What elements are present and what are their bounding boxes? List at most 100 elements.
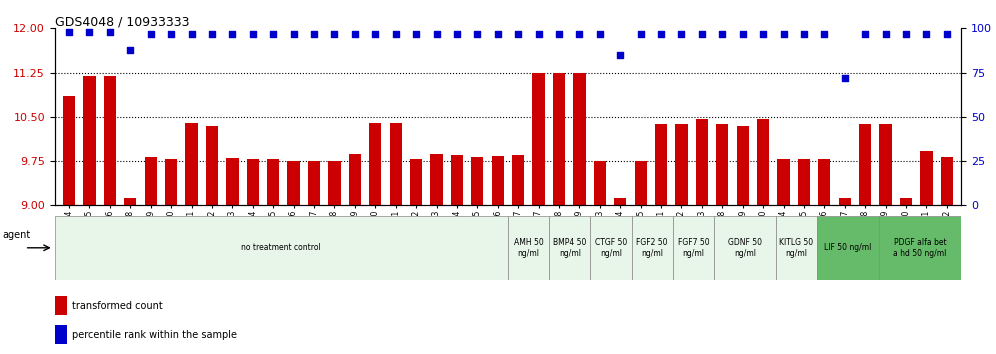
- Point: [428, 31, 444, 36]
- Bar: [798, 159, 810, 205]
- Point: [776, 31, 792, 36]
- Point: [939, 31, 955, 36]
- Bar: [594, 161, 606, 205]
- Point: [858, 31, 873, 36]
- Bar: [430, 154, 442, 205]
- Bar: [860, 124, 872, 205]
- Text: GDS4048 / 10933333: GDS4048 / 10933333: [55, 15, 189, 28]
- Bar: [574, 73, 586, 205]
- Point: [469, 31, 485, 36]
- Text: AMH 50
ng/ml: AMH 50 ng/ml: [514, 238, 544, 257]
- Point: [490, 31, 506, 36]
- Point: [449, 31, 465, 36]
- Bar: [471, 157, 483, 205]
- Point: [694, 31, 710, 36]
- Point: [898, 31, 914, 36]
- Point: [123, 47, 138, 52]
- Point: [837, 75, 853, 81]
- Point: [163, 31, 179, 36]
- Bar: [920, 151, 932, 205]
- FancyBboxPatch shape: [591, 216, 631, 280]
- Point: [183, 31, 199, 36]
- Bar: [451, 155, 463, 205]
- Point: [347, 31, 363, 36]
- Text: LIF 50 ng/ml: LIF 50 ng/ml: [824, 243, 872, 252]
- Text: PDGF alfa bet
a hd 50 ng/ml: PDGF alfa bet a hd 50 ng/ml: [893, 238, 946, 257]
- Point: [918, 31, 934, 36]
- FancyBboxPatch shape: [878, 216, 961, 280]
- Point: [632, 31, 648, 36]
- Bar: [389, 123, 401, 205]
- FancyBboxPatch shape: [714, 216, 776, 280]
- Point: [327, 31, 343, 36]
- Bar: [819, 159, 831, 205]
- Bar: [757, 119, 769, 205]
- Bar: [941, 157, 953, 205]
- Point: [877, 31, 893, 36]
- Bar: [349, 154, 361, 205]
- Point: [653, 31, 669, 36]
- Point: [613, 52, 628, 58]
- FancyBboxPatch shape: [549, 216, 591, 280]
- Bar: [410, 159, 422, 205]
- Text: FGF7 50
ng/ml: FGF7 50 ng/ml: [677, 238, 709, 257]
- Point: [510, 31, 526, 36]
- Point: [368, 31, 383, 36]
- Bar: [716, 124, 728, 205]
- Point: [224, 31, 240, 36]
- Point: [142, 31, 158, 36]
- Bar: [655, 124, 667, 205]
- Point: [82, 29, 98, 35]
- Point: [408, 31, 424, 36]
- Bar: [247, 159, 259, 205]
- Point: [572, 31, 588, 36]
- Bar: [553, 73, 565, 205]
- Bar: [55, 325, 68, 344]
- Point: [245, 31, 261, 36]
- Bar: [370, 123, 381, 205]
- Bar: [226, 158, 238, 205]
- Bar: [144, 157, 156, 205]
- Bar: [696, 119, 708, 205]
- Bar: [533, 73, 545, 205]
- Bar: [900, 198, 912, 205]
- Bar: [185, 123, 197, 205]
- Point: [102, 29, 118, 35]
- Bar: [104, 75, 116, 205]
- Bar: [84, 75, 96, 205]
- Bar: [675, 124, 687, 205]
- FancyBboxPatch shape: [776, 216, 817, 280]
- Point: [592, 31, 608, 36]
- Text: agent: agent: [3, 230, 31, 240]
- FancyBboxPatch shape: [55, 216, 508, 280]
- Point: [796, 31, 812, 36]
- Point: [755, 31, 771, 36]
- Bar: [879, 124, 891, 205]
- Bar: [737, 126, 749, 205]
- Bar: [165, 159, 177, 205]
- Point: [735, 31, 751, 36]
- Point: [306, 31, 322, 36]
- Bar: [778, 159, 790, 205]
- Point: [387, 31, 403, 36]
- Point: [673, 31, 689, 36]
- Text: CTGF 50
ng/ml: CTGF 50 ng/ml: [595, 238, 627, 257]
- Bar: [308, 161, 320, 205]
- Point: [265, 31, 281, 36]
- Bar: [288, 161, 300, 205]
- Point: [551, 31, 567, 36]
- FancyBboxPatch shape: [817, 216, 878, 280]
- FancyBboxPatch shape: [672, 216, 714, 280]
- Bar: [63, 96, 75, 205]
- Bar: [55, 296, 68, 315]
- Bar: [512, 155, 524, 205]
- Bar: [615, 198, 626, 205]
- Text: FGF2 50
ng/ml: FGF2 50 ng/ml: [636, 238, 668, 257]
- Text: BMP4 50
ng/ml: BMP4 50 ng/ml: [553, 238, 587, 257]
- Bar: [267, 159, 279, 205]
- Bar: [634, 161, 646, 205]
- Point: [817, 31, 833, 36]
- Bar: [206, 126, 218, 205]
- Point: [531, 31, 547, 36]
- Text: transformed count: transformed count: [72, 301, 163, 311]
